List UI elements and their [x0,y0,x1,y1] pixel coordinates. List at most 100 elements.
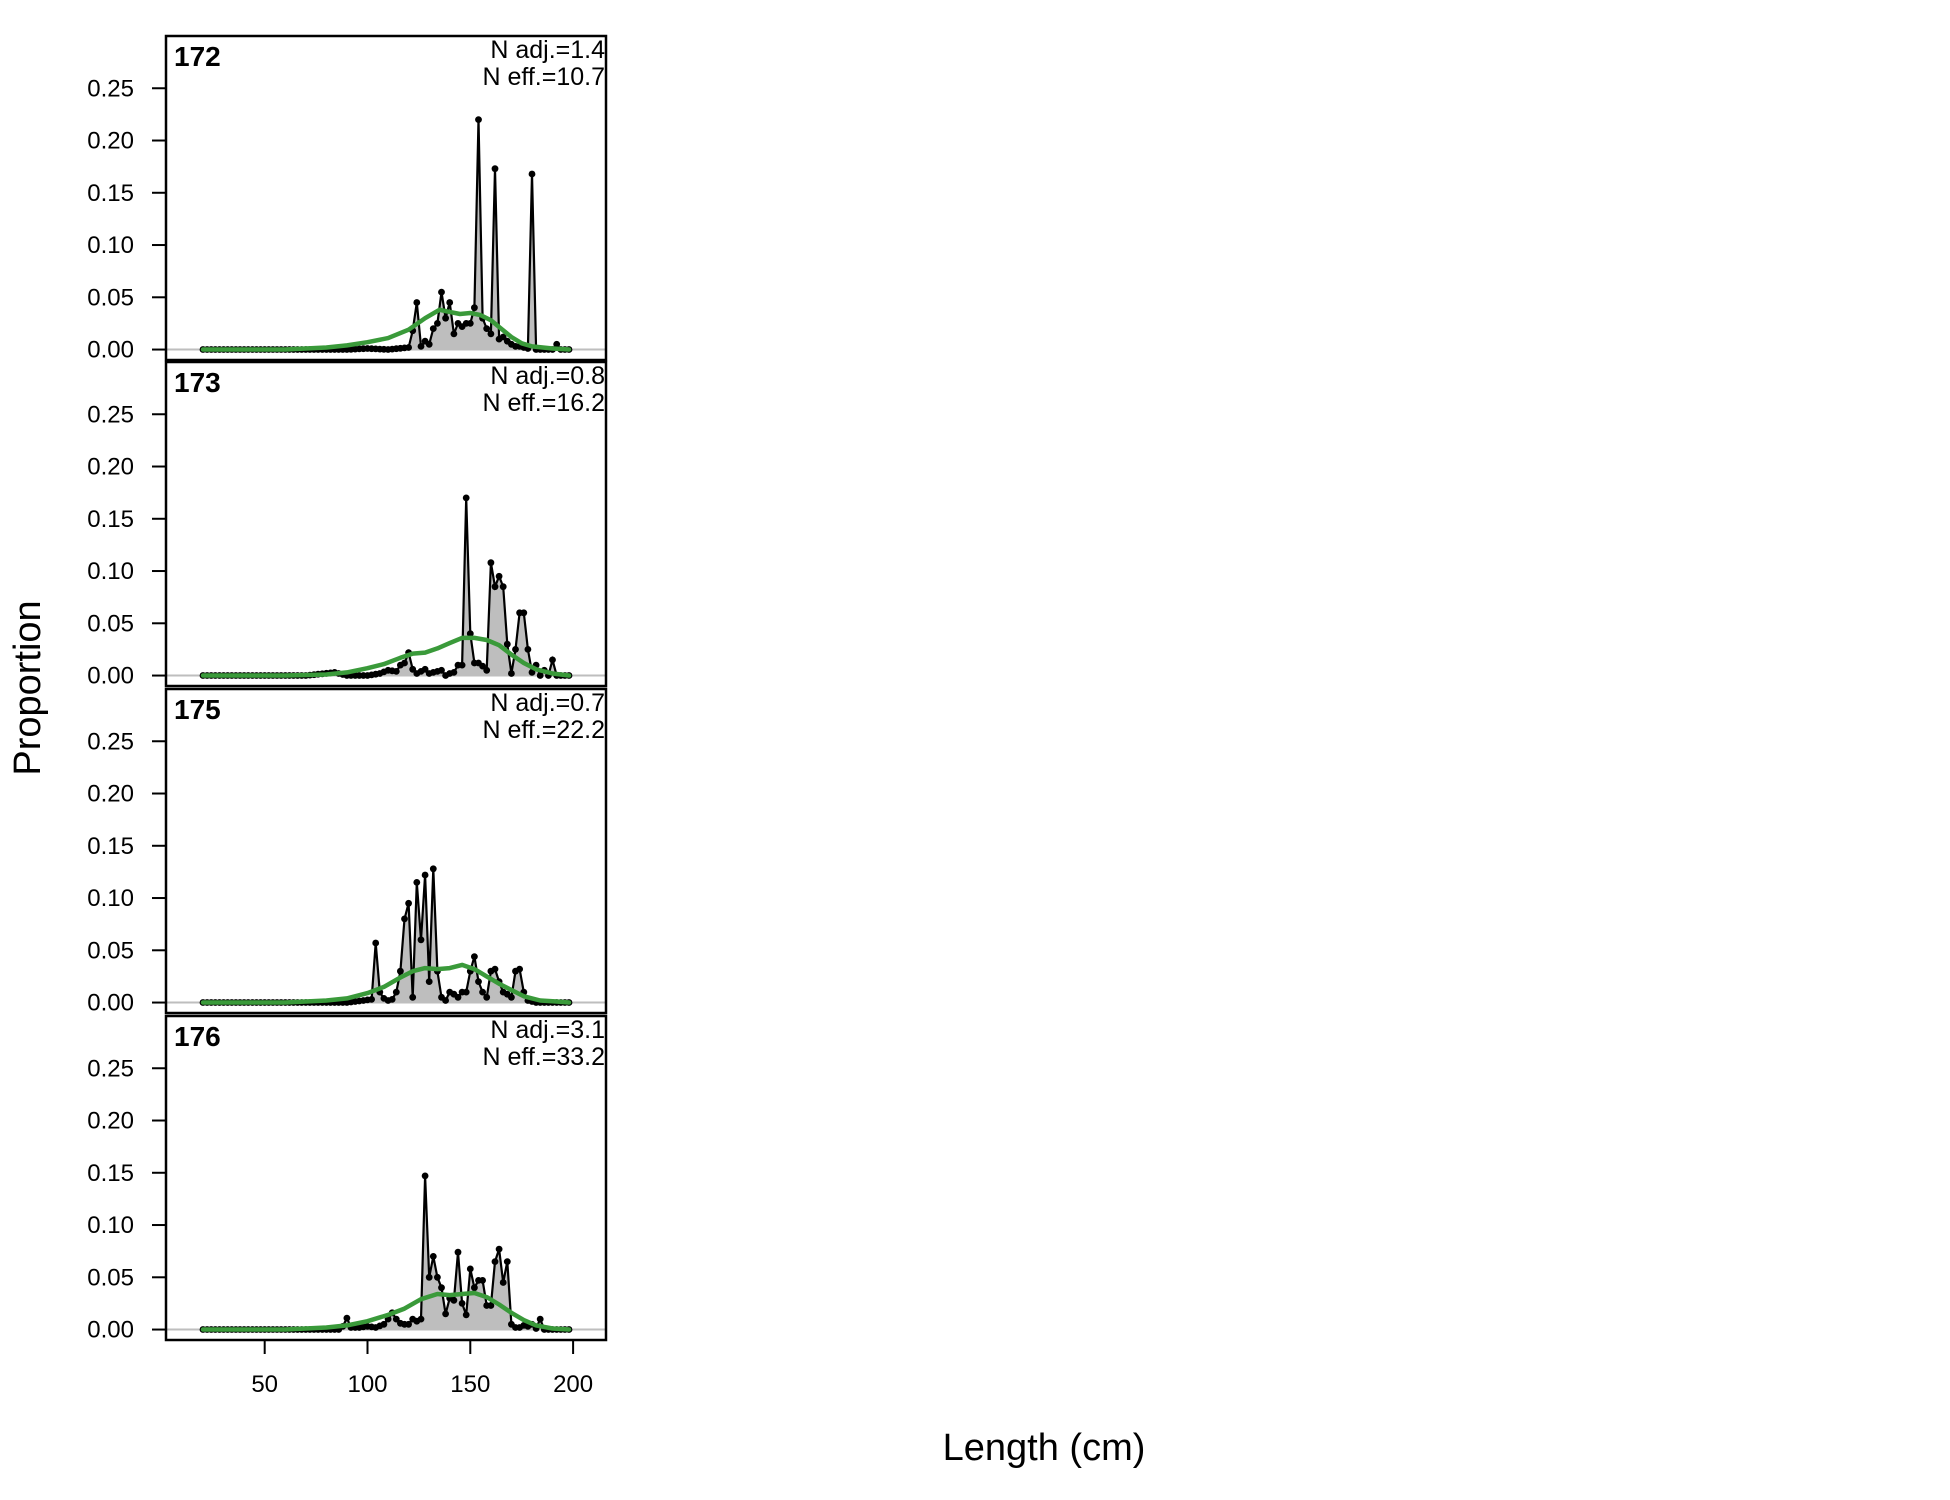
panel-label: 172 [174,41,221,72]
observed-point [421,871,429,879]
n-eff-label: N eff.=22.2 [482,716,605,744]
observed-point [462,988,470,996]
y-tick-label: 0.25 [87,401,134,428]
expected-line [200,962,572,1005]
observed-point [475,978,482,985]
panel-label: 175 [174,694,221,725]
observed-area [203,1175,569,1330]
observed-line [203,119,569,351]
observed-point [553,340,561,348]
observed-line [203,868,569,1004]
observed-point [442,314,449,322]
observed-point [475,116,482,123]
observed-point [405,899,412,907]
y-tick-label: 0.20 [87,781,134,808]
observed-point [483,993,491,1001]
y-tick-label: 0.00 [87,663,134,690]
observed-point [487,330,495,338]
observed-area [203,119,569,350]
observed-point [438,288,445,296]
panel-label: 176 [174,1021,221,1052]
panel-label: 173 [174,367,221,398]
observed-point [458,1300,466,1307]
observed-point [438,666,445,674]
observed-point [434,1273,441,1281]
observed-point [487,559,495,567]
observed-point [549,656,556,664]
y-tick-label: 0.00 [87,990,134,1017]
observed-point [413,879,421,886]
observed-point [401,915,408,923]
observed-point [343,1314,351,1322]
y-tick-label: 0.00 [87,337,134,364]
panel-175: 0.00 0.05 0.10 0.15 0.20 0.25 175 N adj.=0.7N e… [87,687,608,1017]
observed-point [512,646,519,653]
observed-point [471,953,478,960]
panel-frame [164,1014,608,1342]
observed-point [405,1320,412,1328]
observed-point [442,1310,449,1318]
n-eff-label: N eff.=33.2 [482,1043,605,1071]
x-tick-label: 200 [553,1371,593,1398]
expected-line [200,635,572,678]
observed-point [372,939,380,947]
observed-point [429,1253,437,1260]
observed-point [491,583,499,591]
observed-point [454,1248,462,1256]
observed-point [417,1315,425,1323]
observed-point [479,1277,486,1284]
observed-point [392,988,400,996]
x-axis-label: Length (cm) [943,1427,1146,1469]
observed-point [495,1245,503,1253]
observed-point [392,1315,400,1323]
observed-point [462,1311,470,1319]
n-adj-label: N adj.=1.4 [490,36,605,64]
observed-point [499,1279,507,1286]
panel-frame [164,687,608,1015]
observed-point [503,1258,511,1265]
n-adj-label: N adj.=0.7 [490,689,605,717]
observed-point [450,330,458,338]
observed-point [508,670,515,677]
x-tick-label: 100 [347,1371,387,1398]
observed-point [388,996,396,1003]
observed-point [409,665,417,673]
x-tick-label: 50 [251,1371,278,1398]
observed-point [499,583,507,591]
y-tick-label: 0.10 [87,558,134,585]
n-eff-label: N eff.=16.2 [482,389,605,417]
observed-point [401,659,408,667]
observed-point [368,996,375,1003]
panel-176: 0.00 0.05 0.10 0.15 0.20 0.25 176 N adj.=3.1N e… [87,1014,608,1344]
y-tick-label: 0.05 [87,610,134,637]
observed-point [479,988,486,996]
y-tick-label: 0.10 [87,1212,134,1239]
panel-frame [164,360,608,688]
expected-line [200,1290,572,1332]
observed-point [471,1284,478,1292]
y-tick-label: 0.05 [87,1264,134,1291]
observed-point [392,668,400,675]
observed-point [520,609,528,617]
observed-point [425,340,433,348]
observed-point [508,993,515,1001]
observed-point [495,572,503,580]
observed-point [528,669,536,676]
observed-point [417,343,425,350]
y-tick-label: 0.05 [87,937,134,964]
observed-point [466,630,474,638]
observed-point [466,320,474,327]
observed-point [524,646,532,653]
n-adj-label: N adj.=3.1 [490,1016,605,1044]
n-eff-label: N eff.=10.7 [482,63,605,91]
observed-point [429,865,437,873]
observed-point [425,978,433,985]
panel-172: 0.00 0.05 0.10 0.15 0.20 0.25 172 N adj.=1.4N e… [87,34,608,364]
y-tick-label: 0.20 [87,1108,134,1135]
expected-line [200,307,572,352]
observed-line [203,1175,569,1331]
observed-point [491,965,499,973]
observed-point [499,333,507,341]
observed-point [450,1296,458,1304]
observed-point [421,1172,429,1180]
